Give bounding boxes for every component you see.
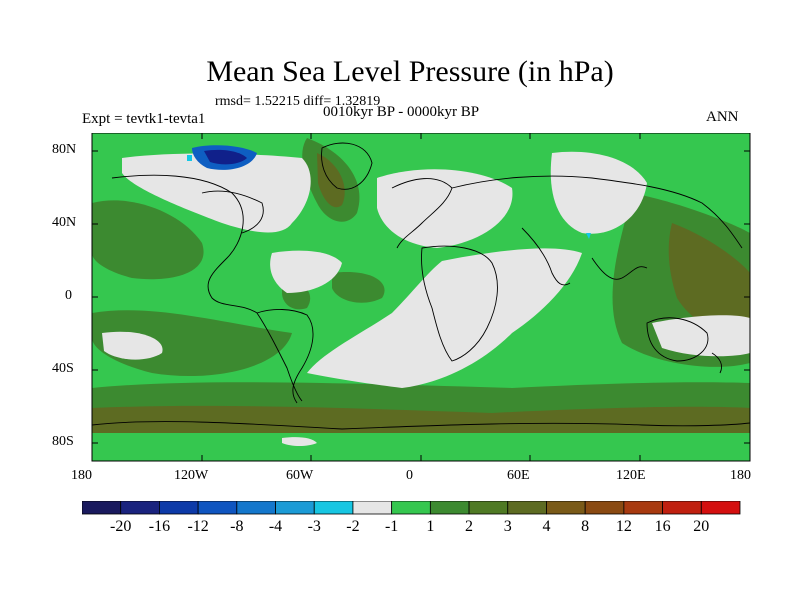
colorbar-label: 3 — [503, 518, 512, 535]
contour-region — [652, 315, 750, 357]
colorbar-box — [429, 501, 470, 515]
contour-region — [92, 200, 204, 280]
lat-label-40n: 40N — [52, 215, 77, 230]
colorbar-box — [662, 501, 702, 515]
colorbar-label: 20 — [693, 518, 710, 535]
contour-region — [204, 149, 247, 165]
colorbar-box — [584, 501, 625, 515]
colorbar-label: -20 — [110, 518, 132, 535]
contour-region — [317, 153, 345, 208]
lat-label-80s: 80S — [52, 434, 74, 449]
colorbar-label: 4 — [542, 518, 551, 535]
contour-region — [332, 272, 385, 303]
period-label: 0010kyr BP - 0000kyr BP — [323, 104, 480, 120]
colorbar-label: 16 — [654, 518, 671, 535]
colorbar-label: -8 — [230, 518, 244, 535]
colorbar-label: 2 — [465, 518, 474, 535]
contour-region — [102, 331, 163, 360]
lon-label-0: 0 — [406, 468, 413, 483]
lon-label-180w: 180 — [71, 468, 92, 483]
colorbar-box — [391, 501, 431, 515]
colorbar-box — [275, 501, 315, 515]
plot-title: Mean Sea Level Pressure (in hPa) — [206, 55, 614, 88]
map-ticks — [92, 133, 750, 461]
colorbar-label: -16 — [148, 518, 171, 535]
contour-region — [282, 437, 317, 446]
colorbar-label: -1 — [384, 518, 399, 535]
lon-label-120e: 120E — [616, 468, 646, 483]
contour-region — [377, 169, 513, 248]
rmsd-diff-stats: rmsd= 1.52215 diff= 1.32819 — [215, 94, 381, 109]
colorbar-label: -12 — [187, 518, 209, 535]
coastlines — [92, 142, 750, 430]
contour-region — [92, 310, 292, 377]
colorbar-box — [468, 501, 509, 515]
lon-label-180e: 180 — [730, 468, 751, 483]
contour-region — [270, 250, 342, 293]
contour-region — [92, 405, 750, 433]
colorbar-label: -3 — [307, 518, 321, 535]
lat-label-eq: 0 — [65, 288, 72, 303]
lon-label-120w: 120W — [174, 468, 209, 483]
colorbar-box — [507, 501, 547, 515]
season-label: ANN — [706, 109, 739, 125]
colorbar — [82, 501, 741, 515]
colorbar-box — [82, 501, 122, 515]
colorbar-label: 1 — [426, 518, 435, 535]
contour-region — [550, 151, 647, 234]
colorbar-box — [313, 501, 354, 515]
lat-label-40s: 40S — [52, 361, 74, 376]
contour-region — [668, 223, 750, 334]
contour-region — [586, 233, 591, 239]
contour-region — [307, 248, 582, 388]
lon-label-60e: 60E — [507, 468, 530, 483]
pressure-difference-map — [91, 133, 751, 462]
colorbar-box — [546, 501, 586, 515]
colorbar-label: 12 — [615, 518, 632, 535]
colorbar-box — [236, 501, 276, 515]
colorbar-label: -4 — [268, 518, 283, 535]
experiment-label: Expt = tevtk1-tevta1 — [82, 111, 206, 127]
colorbar-box — [700, 501, 741, 515]
colorbar-box — [197, 501, 238, 515]
colorbar-box — [352, 501, 393, 515]
colorbar-box — [120, 501, 160, 515]
colorbar-label: 8 — [581, 518, 590, 535]
colorbar-label: -2 — [346, 518, 360, 535]
colorbar-box — [623, 501, 663, 515]
colorbar-box — [159, 501, 199, 515]
lat-label-80n: 80N — [52, 142, 77, 157]
contour-region — [187, 155, 192, 161]
lon-label-60w: 60W — [286, 468, 314, 483]
